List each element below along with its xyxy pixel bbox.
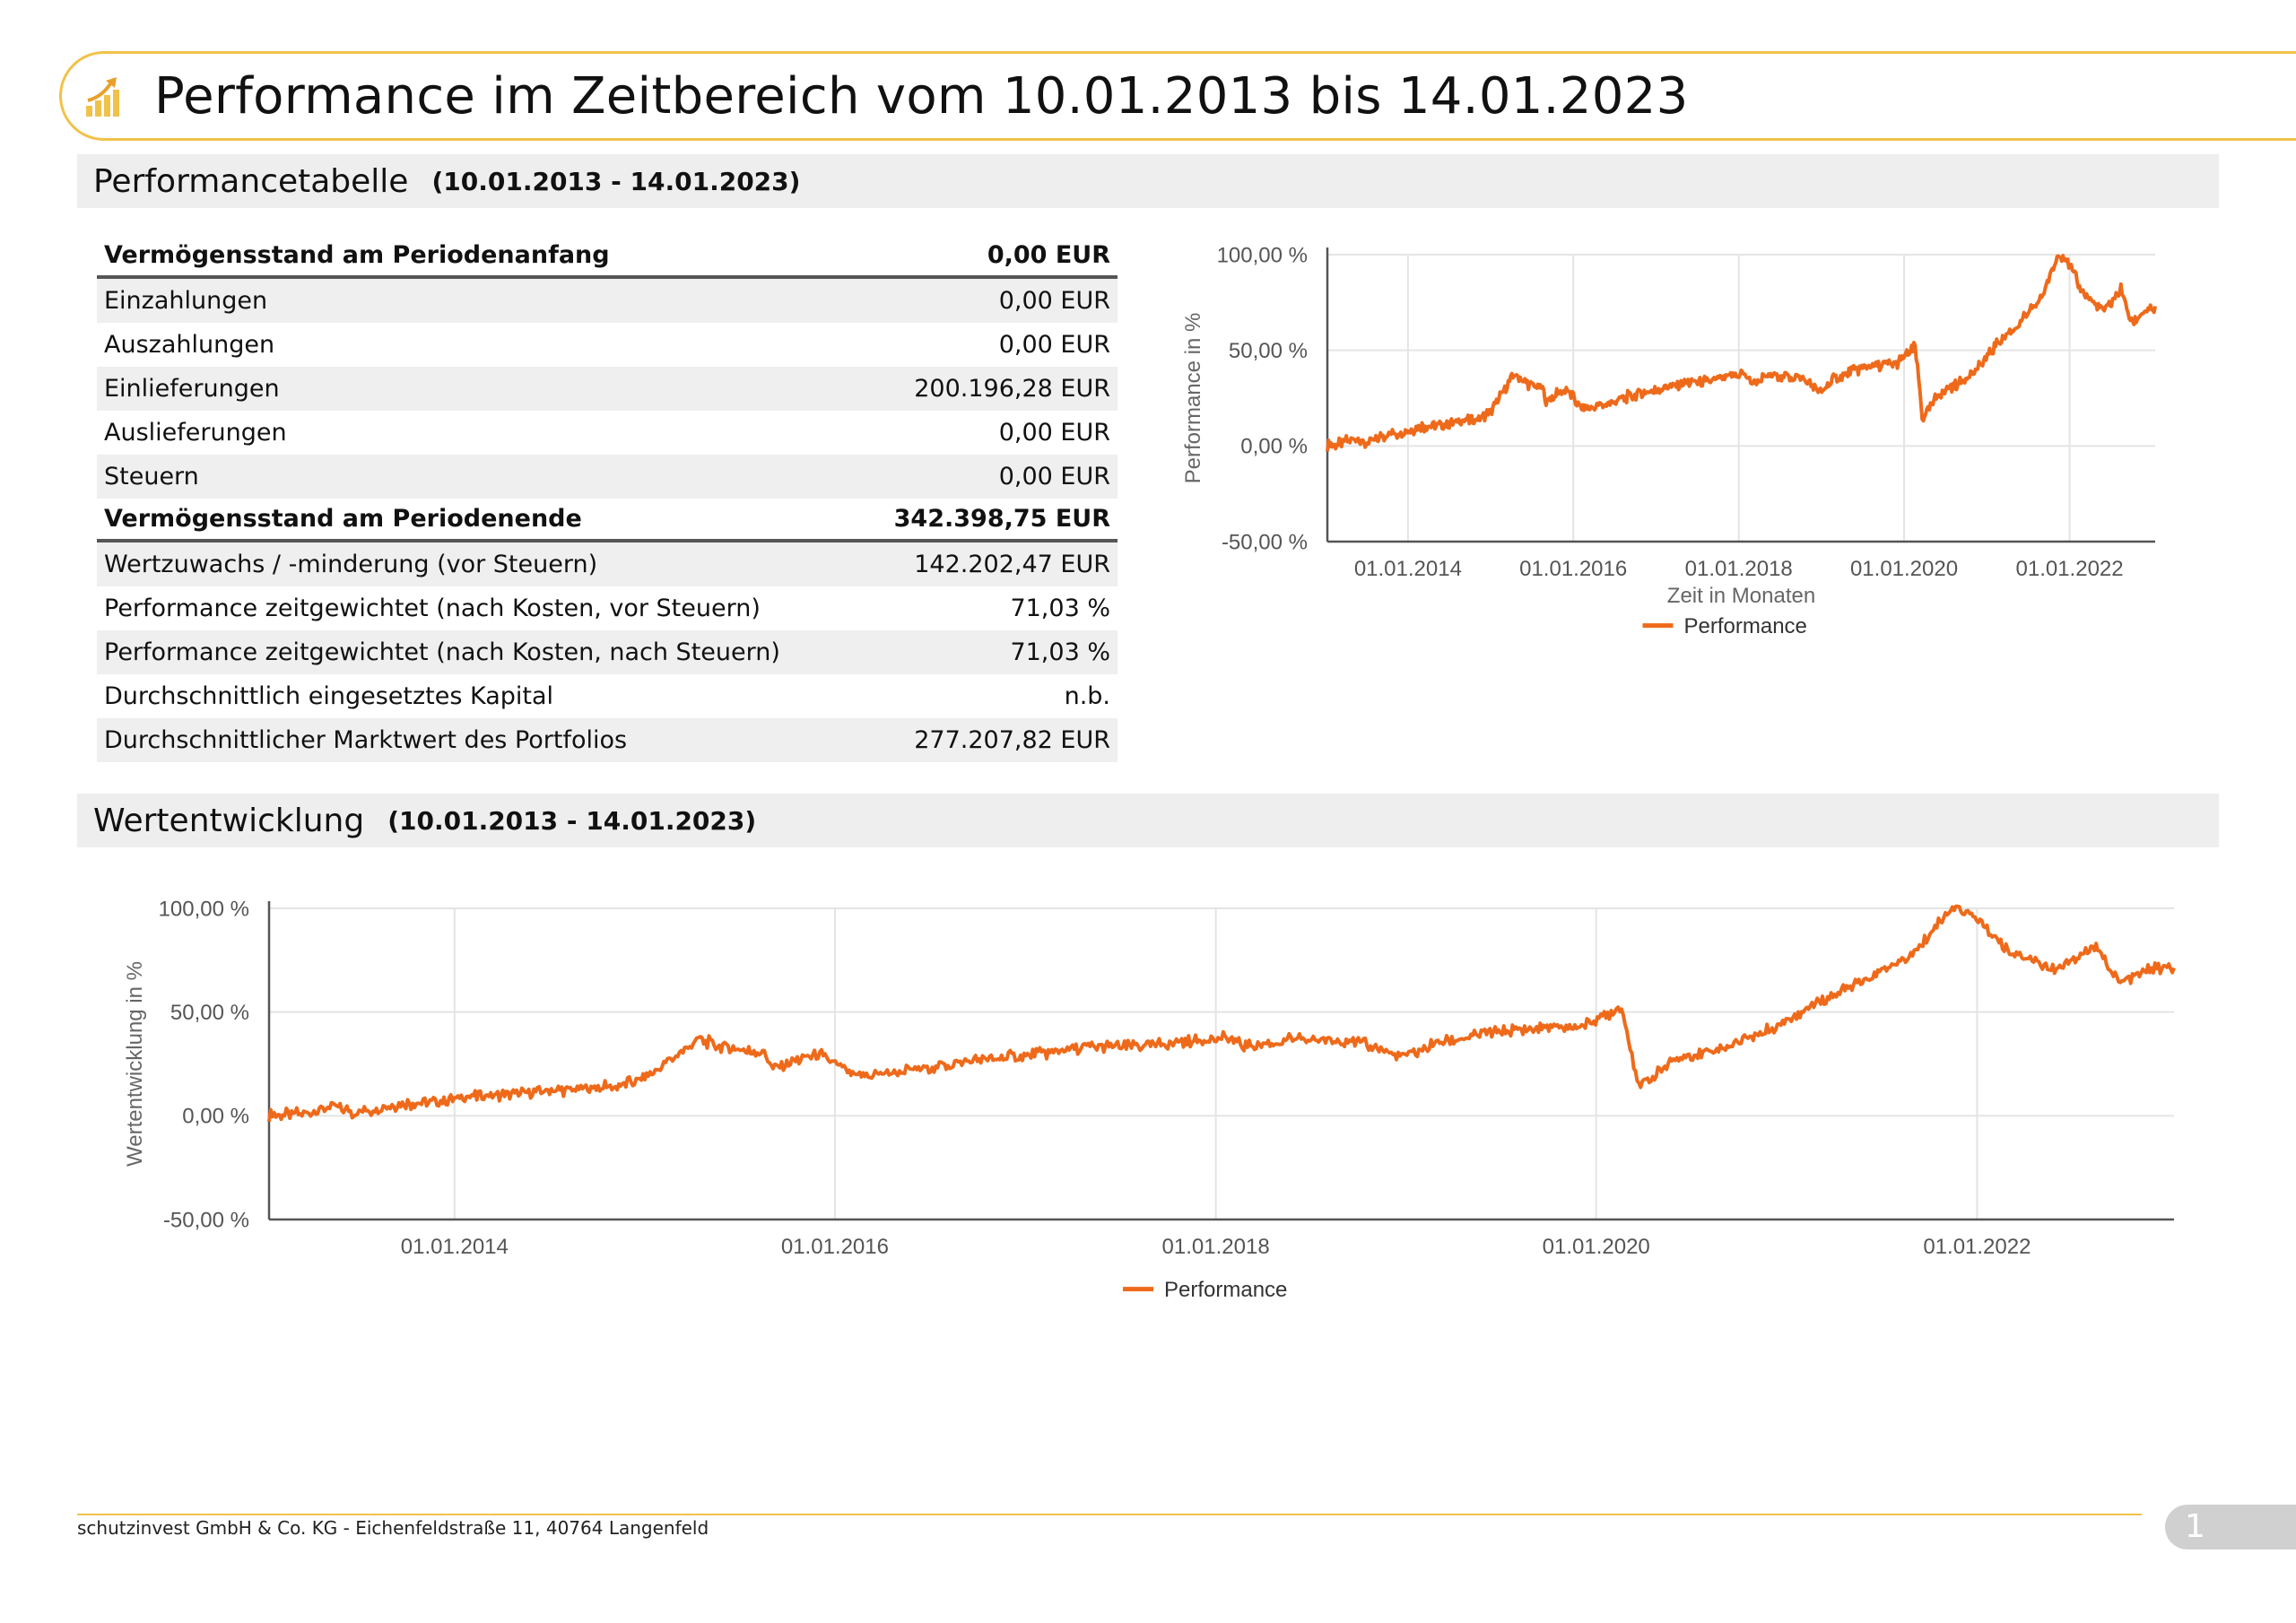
x-tick-label: 01.01.2016 [1519,557,1627,581]
row-value: 71,03 % [1010,638,1110,666]
row-value: n.b. [1064,682,1110,710]
row-label: Performance zeitgewichtet (nach Kosten, … [104,595,761,622]
row-value: 0,00 EUR [998,419,1110,447]
wertentwicklung-section-header: Wertentwicklung (10.01.2013 - 14.01.2023… [77,794,2219,847]
row-value: 71,03 % [1010,595,1110,622]
footer-divider [77,1514,2142,1515]
x-tick-label: 01.01.2020 [1850,557,1958,581]
table-row: Auslieferungen 0,00 EUR [97,411,1118,455]
x-tick-label: 01.01.2018 [1162,1235,1270,1259]
row-value: 342.398,75 EUR [893,505,1110,533]
y-axis-label: Performance in % [1181,313,1205,484]
row-value: 142.202,47 EUR [914,551,1110,578]
y-tick-label: -50,00 % [1222,530,1308,554]
wertentwicklung-section-range: (10.01.2013 - 14.01.2023) [387,805,757,836]
chart-growth-icon [86,77,119,117]
page-title: Performance im Zeitbereich vom 10.01.201… [154,67,1689,126]
wertentwicklung-chart: -50,00 % 0,00 % 50,00 % 100,00 % 01.01.2014 0… [123,897,2176,1302]
row-label: Einlieferungen [104,375,280,403]
x-tick-label: 01.01.2014 [1354,557,1462,581]
row-value: 277.207,82 EUR [914,726,1110,754]
legend-label: Performance [1684,614,1807,638]
y-tick-label: 0,00 % [1240,435,1308,459]
footer-address: schutzinvest GmbH & Co. KG - Eichenfelds… [77,1517,709,1539]
row-label: Wertzuwachs / -minderung (vor Steuern) [104,551,598,578]
y-tick-label: 50,00 % [170,1001,249,1025]
row-label: Auslieferungen [104,419,287,447]
series-line-performance [267,904,2176,1123]
y-tick-label: 0,00 % [182,1105,249,1129]
row-label: Durchschnittlich eingesetztes Kapital [104,682,554,710]
page-number: 1 [2165,1505,2296,1549]
performance-chart: -50,00 % 0,00 % 50,00 % 100,00 % 01.01.2014 0… [1181,243,2157,638]
x-tick-label: 01.01.2022 [2016,557,2124,581]
wertentwicklung-section-title: Wertentwicklung [93,802,365,839]
x-tick-label: 01.01.2020 [1543,1235,1650,1259]
performance-section-header: Performancetabelle (10.01.2013 - 14.01.2… [77,154,2219,208]
performance-section-range: (10.01.2013 - 14.01.2023) [431,166,801,196]
table-row: Einlieferungen 200.196,28 EUR [97,367,1118,411]
row-value: 0,00 EUR [987,241,1110,269]
title-bar [59,51,2296,141]
y-tick-label: 100,00 % [1217,243,1308,267]
y-tick-label: -50,00 % [163,1208,249,1232]
row-label: Vermögensstand am Periodenanfang [104,241,610,269]
x-tick-label: 01.01.2022 [1923,1235,2031,1259]
y-tick-label: 100,00 % [159,897,249,921]
performance-table: Vermögensstand am Periodenanfang 0,00 EUR… [97,235,1118,762]
y-tick-label: 50,00 % [1229,339,1308,363]
table-row: Vermögensstand am Periodenanfang 0,00 EUR [97,235,1118,279]
row-value: 0,00 EUR [998,463,1110,490]
table-row: Durchschnittlich eingesetztes Kapital n.b… [97,674,1118,718]
row-value: 200.196,28 EUR [914,375,1110,403]
x-tick-label: 01.01.2018 [1685,557,1793,581]
row-label: Performance zeitgewichtet (nach Kosten, … [104,638,780,666]
row-label: Einzahlungen [104,287,268,315]
row-value: 0,00 EUR [998,287,1110,315]
y-axis-label: Wertentwicklung in % [123,961,147,1167]
x-tick-label: 01.01.2014 [401,1235,509,1259]
row-label: Auszahlungen [104,331,275,359]
row-value: 0,00 EUR [998,331,1110,359]
row-label: Steuern [104,463,199,490]
table-row: Durchschnittlicher Marktwert des Portfol… [97,718,1118,762]
table-row: Wertzuwachs / -minderung (vor Steuern) 14… [97,542,1118,586]
x-axis-label: Zeit in Monaten [1667,584,1815,608]
table-row: Einzahlungen 0,00 EUR [97,279,1118,323]
table-row: Vermögensstand am Periodenende 342.398,75… [97,499,1118,542]
row-label: Durchschnittlicher Marktwert des Portfol… [104,726,628,754]
legend-label: Performance [1164,1278,1287,1302]
series-line-performance [1326,254,2157,452]
table-row: Steuern 0,00 EUR [97,455,1118,499]
performance-section-title: Performancetabelle [93,162,409,200]
table-row: Auszahlungen 0,00 EUR [97,323,1118,367]
x-tick-label: 01.01.2016 [781,1235,889,1259]
table-row: Performance zeitgewichtet (nach Kosten, … [97,586,1118,630]
row-label: Vermögensstand am Periodenende [104,505,582,533]
table-row: Performance zeitgewichtet (nach Kosten, … [97,630,1118,674]
